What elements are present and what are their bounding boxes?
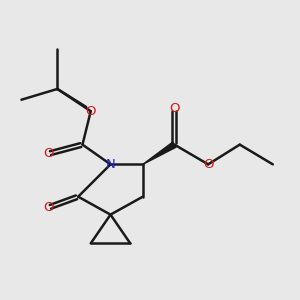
Text: O: O [44,201,54,214]
Polygon shape [143,142,176,164]
Text: N: N [106,158,116,171]
Text: O: O [44,147,54,160]
Text: O: O [203,158,213,171]
Text: O: O [85,105,96,118]
Text: O: O [169,102,180,115]
